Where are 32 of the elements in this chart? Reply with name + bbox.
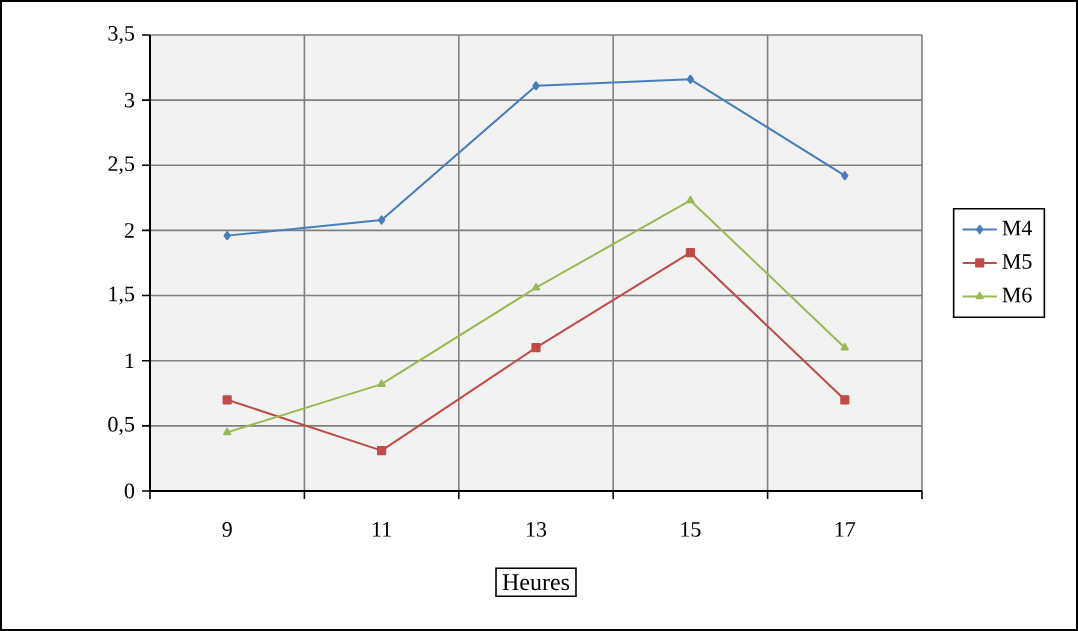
y-tick-label: 3 [125, 92, 135, 108]
y-tick-label: 2,5 [108, 156, 135, 175]
point [841, 171, 849, 181]
point [377, 446, 387, 456]
y-tick-label: 2 [124, 223, 134, 238]
legend-label: M4 [1002, 220, 1033, 236]
point [840, 395, 850, 405]
y-tick-label: 0,5 [108, 416, 135, 435]
point [686, 74, 695, 84]
y-tick-label: 0 [124, 483, 135, 499]
x-tick-label: 11 [372, 522, 391, 537]
point [223, 427, 232, 436]
y-tick-label: 1 [125, 353, 134, 368]
point [532, 81, 540, 91]
x-tick-label: 17 [835, 522, 856, 537]
x-tick-label: 9 [222, 522, 232, 537]
point [531, 283, 541, 291]
x-tick-label: 15 [681, 522, 701, 537]
point [840, 343, 849, 351]
legend-label: M6 [1002, 287, 1032, 303]
point [222, 395, 232, 405]
point [377, 379, 386, 387]
point [686, 195, 695, 204]
point [377, 215, 386, 225]
x-tick-label: 13 [526, 522, 547, 537]
point [685, 247, 695, 258]
legend-label: M5 [1002, 254, 1032, 269]
y-tick-label: 1,5 [109, 286, 135, 305]
y-tick-label: 3,5 [108, 26, 135, 44]
point [223, 231, 231, 241]
point [531, 343, 541, 353]
x-axis-title: Heures [502, 574, 570, 591]
